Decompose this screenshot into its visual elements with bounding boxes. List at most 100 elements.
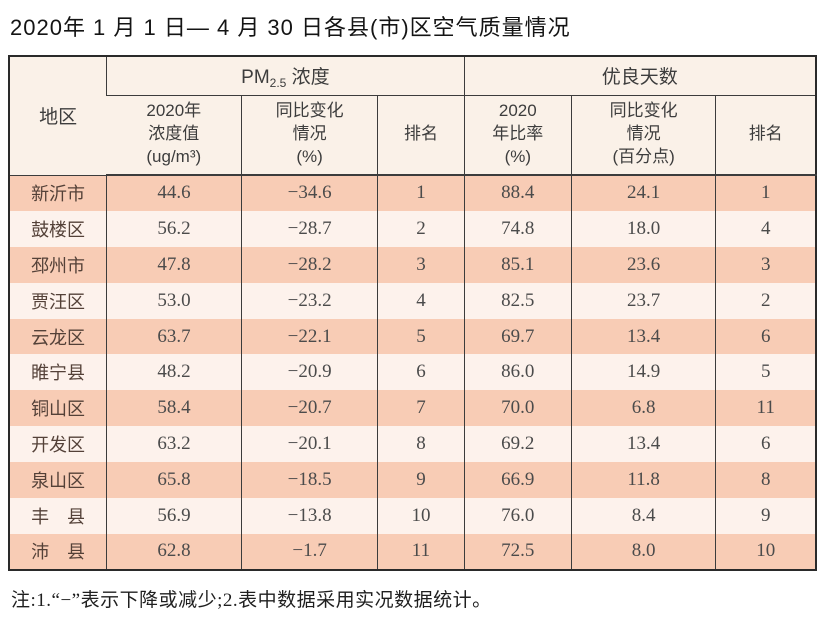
value-cell: 1 [377,175,465,211]
region-cell: 鼓楼区 [31,219,86,240]
pm25-label-prefix: PM [241,67,270,89]
region-cell: 贾汪区 [31,291,86,312]
value-cell: 23.7 [570,282,716,319]
table-row: 邳州市 47.8 −28.2 3 85.1 23.6 3 [9,246,816,283]
value-cell: 44.6 [106,175,242,211]
value-cell: 70.0 [463,390,572,427]
value-cell: 53.0 [106,282,242,319]
value-cell: 5 [715,354,816,391]
value-cell: −28.7 [240,210,378,247]
value-cell: 63.2 [106,426,242,463]
value-cell: 56.9 [106,498,242,534]
col-header-gooddays-rank: 排名 [715,95,816,176]
value-cell: 2 [377,210,465,247]
value-cell: 48.2 [106,354,242,391]
value-cell: −20.1 [240,426,378,463]
region-cell: 云龙区 [31,327,86,348]
value-cell: 8 [377,426,465,463]
value-cell: 88.4 [463,175,572,211]
value-cell: 63.7 [106,318,242,355]
table-row: 云龙区 63.7 −22.1 5 69.7 13.4 6 [9,318,816,355]
value-cell: 6 [377,354,465,391]
value-cell: 47.8 [106,246,242,283]
col-header-gooddays-ratio: 2020 年比率 (%) [463,95,572,176]
table-row: 丰 县 56.9 −13.8 10 76.0 8.4 9 [9,498,816,534]
value-cell: 69.7 [463,318,572,355]
table-row: 鼓楼区 56.2 −28.7 2 74.8 18.0 4 [9,210,816,247]
col-header-pm25-rank: 排名 [377,95,465,176]
page-title: 2020年 1 月 1 日— 4 月 30 日各县(市)区空气质量情况 [10,15,571,40]
col-header-region: 地区 [9,56,107,176]
region-cell: 铜山区 [31,399,86,420]
table-body: 新沂市 44.6 −34.6 1 88.4 24.1 1 鼓楼区 56.2 −28.7 2 74.8 1… [9,175,816,570]
value-cell: −23.2 [240,282,378,319]
table-header: 地区 PM2.5 浓度 优良天数 2020年 浓度值 (ug/m³) 同比变化 … [9,56,816,176]
table-row: 泉山区 65.8 −18.5 9 66.9 11.8 8 [9,462,816,499]
value-cell: 23.6 [570,246,716,283]
value-cell: −20.9 [240,354,378,391]
value-cell: −1.7 [240,533,378,570]
value-cell: 66.9 [463,462,572,499]
value-cell: −13.8 [240,498,378,534]
table-row: 铜山区 58.4 −20.7 7 70.0 6.8 11 [9,390,816,427]
value-cell: 10 [715,533,816,570]
value-cell: 5 [377,318,465,355]
table-row: 贾汪区 53.0 −23.2 4 82.5 23.7 2 [9,282,816,319]
value-cell: 2 [715,282,816,319]
air-quality-table: 地区 PM2.5 浓度 优良天数 2020年 浓度值 (ug/m³) 同比变化 … [8,55,817,571]
value-cell: 18.0 [570,210,716,247]
value-cell: −22.1 [240,318,378,355]
value-cell: 4 [377,282,465,319]
header-group-row: 地区 PM2.5 浓度 优良天数 [9,56,816,176]
value-cell: 74.8 [463,210,572,247]
value-cell: 11 [377,533,465,570]
value-cell: 11 [715,390,816,427]
col-group-good-days: 优良天数 [463,56,816,96]
region-cell: 丰 县 [31,506,86,527]
value-cell: 10 [377,498,465,534]
value-cell: 56.2 [106,210,242,247]
pm25-label-suffix: 浓度 [286,67,330,89]
value-cell: 3 [715,246,816,283]
value-cell: 9 [715,498,816,534]
value-cell: −28.2 [240,246,378,283]
value-cell: 76.0 [463,498,572,534]
col-header-gooddays-yoy: 同比变化 情况 (百分点) [570,95,716,176]
footnote: 注:1.“−”表示下降或减少;2.表中数据采用实况数据统计。 [11,589,492,611]
region-cell: 邳州市 [31,255,86,276]
header-sub-row: 2020年 浓度值 (ug/m³) 同比变化 情况 (%) 排名 2020 年比… [9,95,816,176]
value-cell: 8.4 [570,498,716,534]
value-cell: 82.5 [463,282,572,319]
region-cell: 泉山区 [31,471,86,492]
col-header-pm25-value: 2020年 浓度值 (ug/m³) [106,95,242,176]
value-cell: 72.5 [463,533,572,570]
value-cell: 6 [715,426,816,463]
value-cell: 86.0 [463,354,572,391]
table-row: 开发区 63.2 −20.1 8 69.2 13.4 6 [9,426,816,463]
region-cell: 新沂市 [31,184,86,205]
value-cell: 8 [715,462,816,499]
value-cell: 14.9 [570,354,716,391]
value-cell: 3 [377,246,465,283]
value-cell: 62.8 [106,533,242,570]
value-cell: −34.6 [240,175,378,211]
value-cell: 9 [377,462,465,499]
value-cell: 6.8 [570,390,716,427]
value-cell: −18.5 [240,462,378,499]
value-cell: 69.2 [463,426,572,463]
value-cell: 11.8 [570,462,716,499]
value-cell: 13.4 [570,318,716,355]
value-cell: 7 [377,390,465,427]
region-cell: 开发区 [31,435,86,456]
value-cell: 6 [715,318,816,355]
col-group-pm25: PM2.5 浓度 [106,56,465,96]
table-row: 新沂市 44.6 −34.6 1 88.4 24.1 1 [9,175,816,211]
value-cell: 1 [715,175,816,211]
value-cell: 65.8 [106,462,242,499]
col-header-pm25-yoy: 同比变化 情况 (%) [240,95,378,176]
region-cell: 沛 县 [31,542,86,563]
table-row: 睢宁县 48.2 −20.9 6 86.0 14.9 5 [9,354,816,391]
value-cell: 85.1 [463,246,572,283]
value-cell: 4 [715,210,816,247]
